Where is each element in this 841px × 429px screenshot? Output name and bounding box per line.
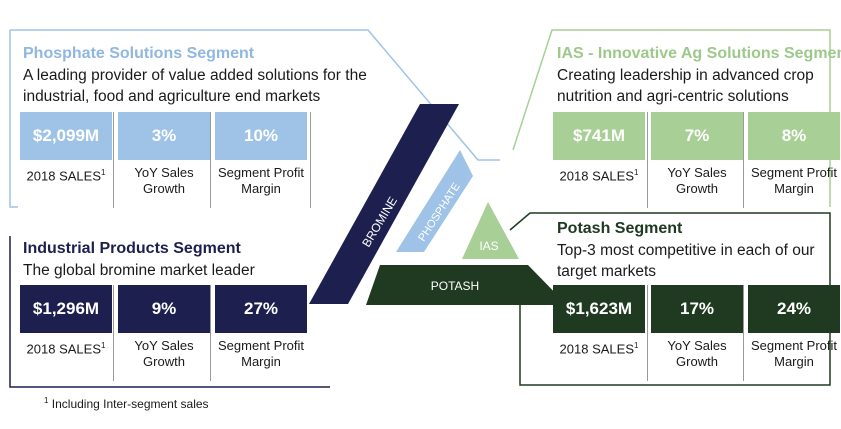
metric-label: Segment Profit — [218, 165, 304, 180]
footnote: 1 Including Inter-segment sales — [44, 396, 209, 411]
metric-label-line2: Margin — [241, 181, 281, 196]
industrial-segment-title: Industrial Products Segment — [23, 240, 241, 257]
industrial-margin-metric: 27% Segment Profit Margin — [215, 285, 307, 370]
industrial-sales-metric: $1,296M 2018 SALES1 — [20, 285, 112, 357]
metric-value: $741M — [553, 112, 645, 160]
ias-sales-metric: $741M 2018 SALES1 — [553, 112, 645, 184]
industrial-segment-desc-line1: The global bromine market leader — [23, 262, 255, 279]
bromine-piece — [309, 104, 459, 304]
metric-label: 2018 SALES — [559, 341, 634, 357]
industrial-growth-metric: 9% YoY Sales Growth — [118, 285, 210, 370]
phosphate-segment-title: Phosphate Solutions Segment — [23, 45, 255, 62]
metric-label-line2: Growth — [676, 354, 718, 369]
potash-segment-title: Potash Segment — [557, 220, 683, 237]
ias-segment-title: IAS - Innovative Ag Solutions Segment — [557, 45, 841, 62]
metric-value: 9% — [118, 285, 210, 333]
metric-label: YoY Sales — [134, 338, 194, 353]
metric-value: $2,099M — [20, 112, 112, 160]
metric-label: 2018 SALES — [26, 341, 101, 357]
metric-label-line2: Margin — [774, 181, 814, 196]
metric-label-line2: Growth — [676, 181, 718, 196]
metric-value: 3% — [118, 112, 210, 160]
metric-label-line2: Margin — [241, 354, 281, 369]
metric-label: Segment Profit — [218, 338, 304, 353]
ias-segment-desc-line1: Creating leadership in advanced crop — [557, 67, 814, 84]
potash-margin-metric: 24% Segment Profit Margin — [748, 285, 840, 370]
metric-value: 27% — [215, 285, 307, 333]
metric-label-line2: Margin — [774, 354, 814, 369]
metric-label: Segment Profit — [751, 165, 837, 180]
phosphate-segment-desc-line2: industrial, food and agriculture end mar… — [23, 88, 321, 105]
metric-value: 24% — [748, 285, 840, 333]
metric-value: 10% — [215, 112, 307, 160]
metric-label: YoY Sales — [667, 338, 727, 353]
metric-value: $1,623M — [553, 285, 645, 333]
ias-margin-metric: 8% Segment Profit Margin — [748, 112, 840, 197]
industrial-connector — [9, 236, 330, 388]
phosphate-connector-top — [10, 29, 500, 161]
metric-value: $1,296M — [20, 285, 112, 333]
metric-label-line2: Growth — [143, 181, 185, 196]
ias-label: IAS — [479, 239, 498, 253]
metric-label: 2018 SALES — [559, 168, 634, 184]
phosphate-connector — [9, 30, 18, 208]
metric-value: 8% — [748, 112, 840, 160]
potash-label: POTASH — [431, 279, 479, 293]
potash-sales-metric: $1,623M 2018 SALES1 — [553, 285, 645, 357]
footnote-text: Including Inter-segment sales — [48, 397, 209, 411]
phosphate-piece — [396, 150, 473, 252]
potash-growth-metric: 17% YoY Sales Growth — [651, 285, 743, 370]
metric-value: 7% — [651, 112, 743, 160]
metric-label: 2018 SALES — [26, 168, 101, 184]
ias-segment-desc-line2: nutrition and agri-centric solutions — [557, 88, 789, 105]
phosphate-sales-metric: $2,099M 2018 SALES1 — [20, 112, 112, 184]
metric-label: YoY Sales — [134, 165, 194, 180]
phosphate-growth-metric: 3% YoY Sales Growth — [118, 112, 210, 197]
ias-growth-metric: 7% YoY Sales Growth — [651, 112, 743, 197]
metric-label: Segment Profit — [751, 338, 837, 353]
potash-segment-desc-line2: target markets — [557, 263, 657, 280]
ias-piece — [462, 202, 519, 259]
metric-label-line2: Growth — [143, 354, 185, 369]
phosphate-margin-metric: 10% Segment Profit Margin — [215, 112, 307, 197]
potash-segment-desc-line1: Top-3 most competitive in each of our — [557, 242, 815, 259]
metric-value: 17% — [651, 285, 743, 333]
metric-label: YoY Sales — [667, 165, 727, 180]
potash-piece — [366, 265, 567, 305]
phosphate-segment-desc-line1: A leading provider of value added soluti… — [23, 67, 367, 84]
